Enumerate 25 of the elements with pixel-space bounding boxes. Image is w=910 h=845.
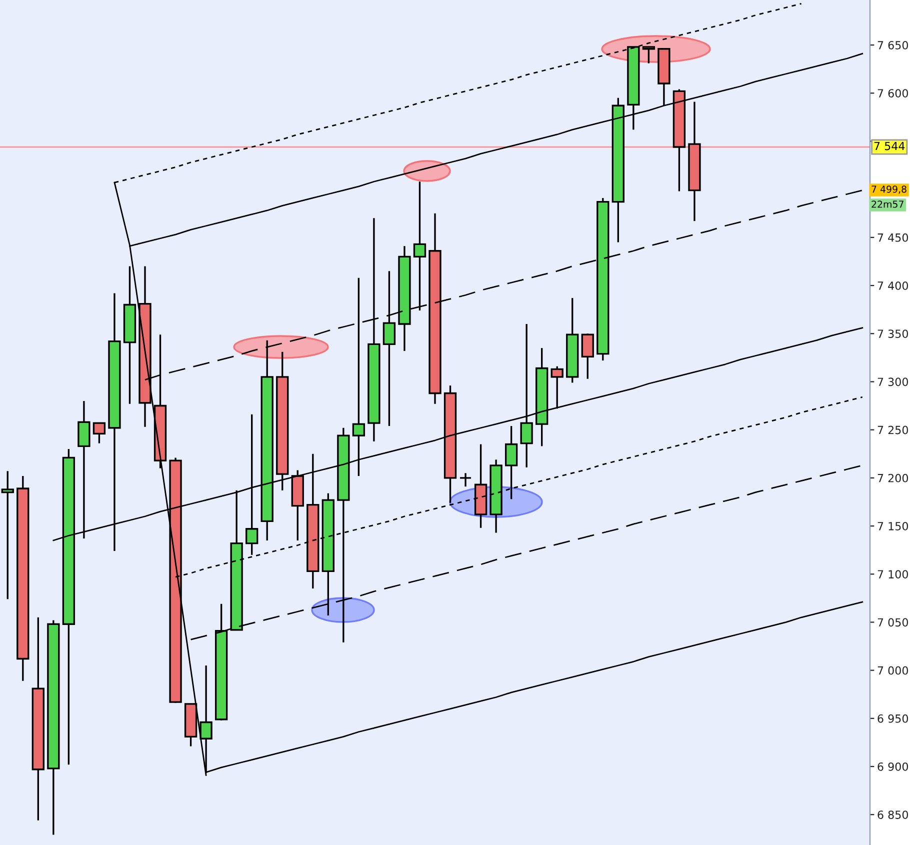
y-tick-label: 7 650: [878, 40, 908, 50]
y-tick-label: 7 200: [878, 474, 908, 482]
text: 22m57: [872, 200, 904, 208]
candlestick: [550, 365, 564, 410]
y-tick-label: 7 100: [878, 570, 908, 578]
y-tick-label: 7 350: [878, 330, 908, 338]
y-tick-label: 7 300: [878, 378, 908, 386]
y-tick-label: 7 050: [878, 618, 908, 627]
candlestick: [504, 425, 518, 500]
y-tick-label: 6 850: [878, 810, 908, 819]
candlestick: [459, 472, 472, 488]
text: 7 499,8: [872, 186, 906, 194]
y-tick-label: 7 150: [878, 522, 908, 530]
y-tick-label: 6 900: [878, 762, 908, 771]
candlestick: [642, 46, 656, 64]
y-tick-label: 7 400: [878, 281, 908, 290]
candlestick: [1, 470, 14, 600]
y-tick-label: 7 600: [878, 89, 908, 98]
y-tick-label: 7 450: [878, 233, 908, 242]
y-tick-label: 6 950: [878, 714, 908, 723]
y-tick-label: 7 000: [878, 666, 908, 675]
ref-line-label: 7 544: [874, 142, 905, 150]
candlestick: [581, 332, 594, 380]
y-tick-label: 7 250: [878, 426, 908, 434]
candlestick: [92, 422, 106, 444]
